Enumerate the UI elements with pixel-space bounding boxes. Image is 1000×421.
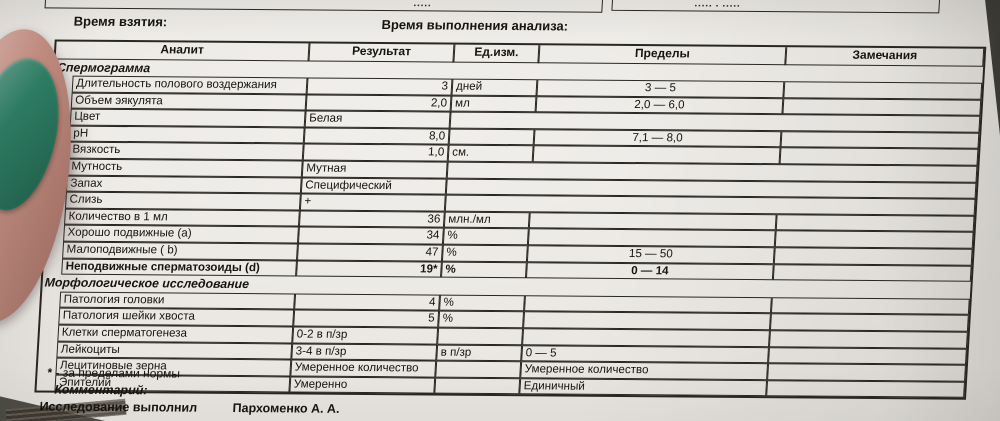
cell-result: 0-2 в п/зр [292,326,439,345]
cell-unit [437,327,524,345]
cell-result: Умеренно [289,376,436,394]
cell-unit: в п/зр [436,344,523,362]
cell-unit: мл [450,95,537,113]
cell-limits: 2,0 — 6,0 [535,95,784,115]
cell-result: Мутная [301,160,448,179]
cell-limits [532,145,781,165]
cell-result: 34 [297,226,444,245]
cell-limits [522,328,770,347]
cell-result: Специфический [300,177,447,195]
cell-limits [523,311,771,331]
cell-result: 8,0 [303,127,450,146]
cell-unit: % [438,310,525,329]
cell-result: Белая [304,110,451,129]
cell-analyte: Мутность [66,158,303,178]
cell-analyte: Лейкоциты [56,341,293,360]
cell-remarks [769,330,968,349]
cell-remarks [775,214,975,233]
cell-analyte: Малоподвижные ( b) [62,241,298,261]
cell-remarks [782,97,982,117]
cell-result: 36 [298,210,445,229]
cell-unit: % [439,294,525,312]
cell-limits [527,228,776,248]
cell-remarks [783,81,983,100]
cell-limits: 3 — 5 [536,79,785,98]
cell-result: 1,0 [302,143,449,162]
cell-analyte: Слизь [64,191,301,211]
cell-limits: 7,1 — 8,0 [533,129,782,148]
cell-unit [448,128,535,146]
cell-limits: 0 — 5 [521,344,770,364]
cell-remarks [774,230,974,249]
cell-unit: % [441,244,528,262]
cell-analyte: Объем эякулята [70,92,307,111]
cell-analyte: pH [68,125,305,144]
cell-unit: см. [447,145,534,163]
column-header-result: Результат [308,43,455,63]
cell-limits [528,212,777,231]
cell-limits: 0 — 14 [525,261,774,281]
cell-limits: 15 — 50 [526,245,775,264]
cell-remarks [772,263,972,282]
out-of-norm-footnote: * - за пределами нормы [47,365,181,381]
cutoff-text-fragment: ▪▪▪▪▪ ▪ ▪▪▪▪▪ [694,3,742,10]
cell-remarks [766,379,966,399]
column-header-limits: Пределы [538,45,787,65]
cell-remarks [779,147,979,166]
cell-result: + [299,193,446,212]
cell-analyte: Цвет [69,108,306,128]
comment-label: Комментарий: [54,382,148,398]
performed-by-label: Исследование выполнил [39,399,198,415]
column-header-remarks: Замечания [785,47,985,67]
cell-analyte: Хорошо подвижные (a) [63,225,299,244]
cell-result: 19* [296,260,442,278]
cell-limits: Умеренное количество [520,361,769,380]
cell-unit [435,360,522,379]
cell-result: 2,0 [305,94,452,112]
cell-unit: дней [451,78,538,96]
cutoff-text-fragment: ▪▪▪▪▪ [413,3,432,10]
cell-result: 3 [306,77,453,96]
report-table: Аналит Результат Ед.изм. Пределы Замечан… [34,39,987,401]
column-header-analyte: Аналит [55,41,310,61]
collection-time-label: Время взятия: [73,13,168,30]
cell-analyte: Запах [65,175,302,194]
cell-remarks [780,131,980,150]
cell-result: 4 [294,293,441,311]
cell-result: 3-4 в п/зр [291,343,438,361]
cutoff-box-right: ▪▪▪▪▪ ▪ ▪▪▪▪▪ [611,0,941,14]
cell-result: 47 [297,243,443,262]
cell-remarks [768,346,967,365]
cell-unit: % [442,228,529,246]
cell-limits [524,295,772,314]
performed-by-line: Исследование выполнил Пархоменко А. А. [39,399,340,415]
cell-analyte: Патология головки [59,291,296,310]
cell-limits: Единичный [519,378,768,397]
cell-remarks [770,297,970,316]
column-header-unit: Ед.изм. [453,44,540,63]
cell-result: 5 [293,309,440,328]
performed-by-name: Пархоменко А. А. [232,401,340,416]
cell-unit [434,377,521,395]
cell-analyte: Количество в 1 мл [64,208,300,227]
table-rows: Спермограмма Длительность полового воздер… [36,59,983,399]
cell-remarks [773,247,973,266]
cell-remarks [767,363,966,382]
cutoff-box-left: ▪▪▪▪▪ [44,0,604,13]
cell-result: Умеренное количество [290,359,437,378]
cell-analyte: Патология шейки хвоста [58,308,295,327]
analysis-time-label: Время выполнения анализа: [381,17,569,34]
cell-unit: млн./мл [443,211,530,229]
cell-analyte: Вязкость [67,142,304,161]
cell-remarks [769,313,969,332]
cell-analyte: Длительность полового воздержания [71,75,308,95]
cell-unit: % [440,261,527,279]
cell-analyte: Неподвижные сперматозоиды (d) [61,258,298,277]
cell-analyte: Клетки сперматогенеза [57,324,294,344]
